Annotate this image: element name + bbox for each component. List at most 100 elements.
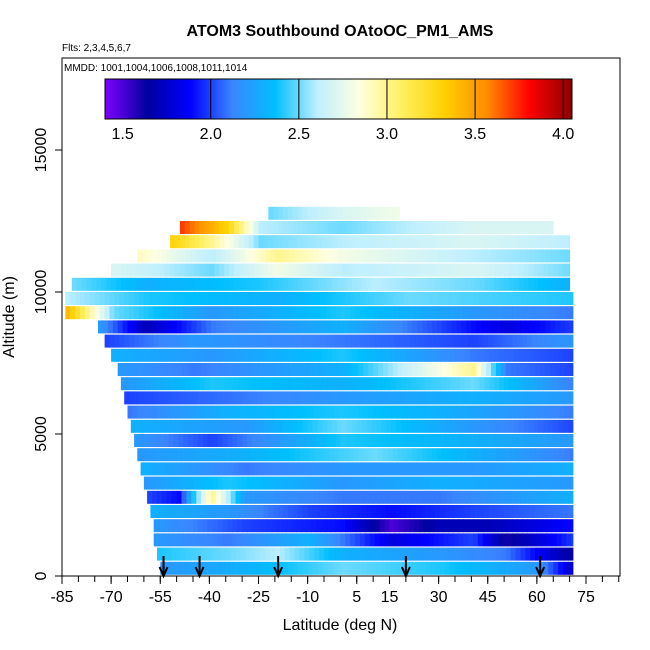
heatmap-cell — [176, 448, 182, 462]
heatmap-cell — [384, 476, 390, 490]
altitude-band — [153, 519, 574, 533]
heatmap-cell — [322, 206, 328, 220]
heatmap-cell — [161, 363, 168, 376]
heatmap-cell — [376, 462, 382, 476]
heatmap-cell — [140, 277, 146, 291]
heatmap-cell — [124, 292, 130, 305]
heatmap-cell — [360, 391, 366, 405]
heatmap-cell — [255, 363, 261, 376]
heatmap-cell — [157, 249, 163, 263]
heatmap-cell — [571, 292, 574, 305]
heatmap-cell — [114, 306, 120, 320]
heatmap-cell — [353, 249, 359, 263]
heatmap-cell — [220, 405, 227, 419]
heatmap-cell — [435, 505, 441, 518]
heatmap-cell — [509, 235, 515, 249]
heatmap-cell — [543, 377, 549, 391]
heatmap-cell — [247, 334, 253, 348]
heatmap-cell — [430, 419, 436, 433]
heatmap-cell — [482, 334, 489, 348]
heatmap-cell — [371, 419, 377, 433]
heatmap-cell — [184, 561, 191, 575]
heatmap-cell — [139, 306, 145, 320]
heatmap-cell — [559, 363, 566, 376]
heatmap-cell — [489, 462, 495, 476]
heatmap-cell — [535, 320, 541, 334]
heatmap-cell — [391, 377, 397, 391]
plot-frame — [61, 57, 621, 577]
heatmap-cell — [386, 221, 392, 234]
heatmap-cell — [391, 235, 397, 249]
heatmap-cell — [566, 519, 572, 533]
heatmap-cell — [495, 547, 502, 561]
heatmap-cell — [550, 547, 556, 561]
heatmap-cell — [256, 391, 263, 405]
heatmap-cell — [242, 533, 248, 547]
heatmap-cell — [163, 476, 169, 490]
heatmap-cell — [217, 434, 223, 447]
heatmap-cell — [368, 405, 374, 419]
heatmap-cell — [233, 419, 240, 433]
heatmap-cell — [404, 391, 410, 405]
heatmap-cell — [356, 348, 363, 362]
heatmap-cell — [328, 320, 335, 334]
heatmap-cell — [355, 434, 361, 447]
heatmap-cell — [161, 490, 168, 504]
heatmap-cell — [199, 505, 205, 518]
heatmap-cell — [384, 292, 390, 305]
heatmap-cell — [484, 377, 490, 391]
heatmap-cell — [240, 249, 246, 263]
heatmap-cell — [382, 547, 389, 561]
heatmap-cell — [273, 263, 279, 277]
heatmap-cell — [274, 547, 281, 561]
heatmap-cell — [307, 348, 313, 362]
heatmap-cell — [317, 263, 323, 277]
heatmap-cell — [356, 505, 363, 518]
heatmap-cell — [247, 533, 253, 547]
heatmap-cell — [291, 292, 297, 305]
heatmap-cell — [238, 462, 245, 476]
heatmap-cell — [317, 221, 323, 234]
heatmap-cell — [271, 476, 277, 490]
heatmap-cell — [391, 221, 397, 234]
heatmap-cell — [327, 221, 333, 234]
heatmap-cell — [528, 505, 535, 518]
heatmap-cell — [260, 363, 266, 376]
heatmap-cell — [168, 391, 174, 405]
heatmap-cell — [391, 263, 397, 277]
heatmap-cell — [160, 462, 166, 476]
heatmap-cell — [224, 277, 230, 291]
heatmap-cell — [474, 348, 480, 362]
heatmap-cell — [253, 561, 259, 575]
heatmap-cell — [536, 476, 543, 490]
heatmap-cell — [333, 448, 340, 462]
heatmap-cell — [178, 434, 184, 447]
heatmap-cell — [364, 533, 371, 547]
heatmap-cell — [204, 419, 210, 433]
heatmap-cell — [364, 476, 371, 490]
heatmap-cell — [147, 405, 153, 419]
heatmap-cell — [350, 533, 356, 547]
heatmap-cell — [289, 490, 295, 504]
heatmap-cell — [477, 334, 484, 348]
heatmap-cell — [374, 434, 381, 447]
heatmap-cell — [443, 434, 449, 447]
heatmap-cell — [89, 292, 96, 305]
heatmap-cell — [276, 306, 282, 320]
altitude-band — [117, 363, 574, 376]
heatmap-cell — [199, 419, 205, 433]
heatmap-cell — [427, 363, 433, 376]
heatmap-cell — [517, 334, 523, 348]
heatmap-cell — [135, 277, 142, 291]
heatmap-cell — [499, 348, 505, 362]
heatmap-cell — [245, 320, 251, 334]
heatmap-cell — [124, 306, 130, 320]
heatmap-cell — [188, 533, 194, 547]
heatmap-cell — [522, 306, 528, 320]
heatmap-cell — [204, 462, 210, 476]
heatmap-cell — [102, 320, 109, 334]
heatmap-cell — [307, 505, 313, 518]
heatmap-cell — [407, 249, 413, 263]
heatmap-cell — [504, 419, 510, 433]
